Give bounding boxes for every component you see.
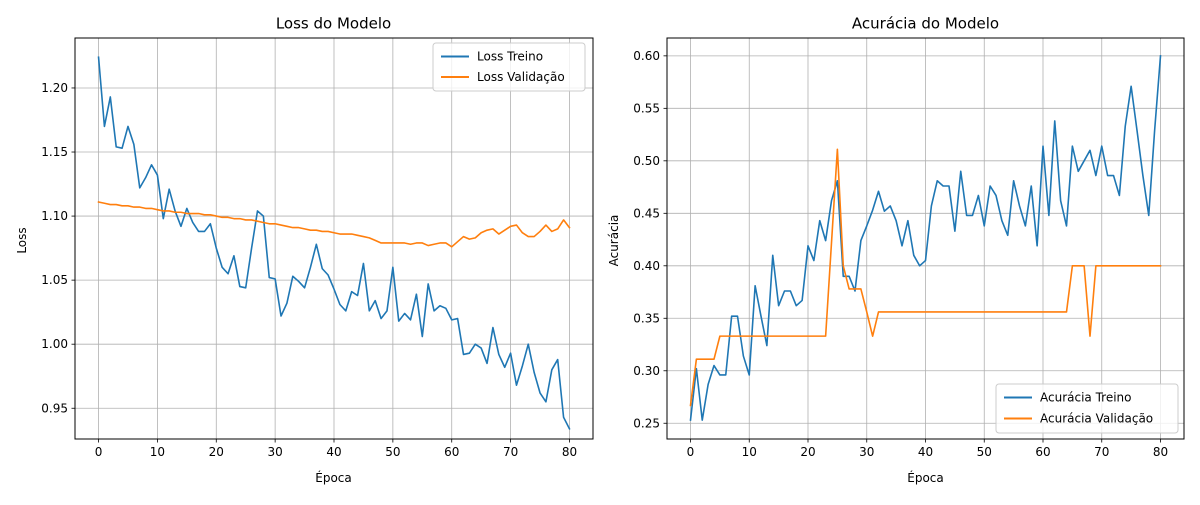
- loss-xtick-label-10: 10: [150, 445, 165, 459]
- accuracy-legend-label-train: Acurácia Treino: [1040, 391, 1132, 405]
- loss-chart: Loss do Modelo Época Loss 0 10 20 30 40 50 60 7…: [15, 15, 594, 485]
- loss-chart-xticks: 0 10 20 30 40 50 60 70 80: [95, 439, 577, 459]
- loss-xtick-label-30: 30: [267, 445, 282, 459]
- loss-chart-xlabel: Época: [315, 470, 352, 485]
- accuracy-legend-box: [995, 383, 1179, 434]
- accuracy-ytick-label-0.40: 0.40: [633, 259, 660, 273]
- accuracy-xtick-label-40: 40: [918, 445, 933, 459]
- loss-legend-box: [432, 42, 586, 92]
- loss-ytick-label-1.20: 1.20: [41, 81, 68, 95]
- accuracy-ytick-label-0.35: 0.35: [633, 311, 660, 325]
- loss-chart-ylabel: Loss: [15, 227, 29, 253]
- accuracy-xtick-label-80: 80: [1153, 445, 1168, 459]
- accuracy-xtick-label-0: 0: [687, 445, 695, 459]
- loss-series-line-train: [97, 56, 571, 430]
- accuracy-chart: Acurácia do Modelo Época Acurácia 0 10 20 3…: [607, 15, 1185, 485]
- accuracy-chart-series: [689, 54, 1162, 421]
- loss-xtick-label-80: 80: [562, 445, 577, 459]
- loss-legend-label-train: Loss Treino: [477, 50, 543, 64]
- accuracy-ytick-label-0.60: 0.60: [633, 49, 660, 63]
- accuracy-xtick-label-60: 60: [1035, 445, 1050, 459]
- loss-ytick-label-0.95: 0.95: [41, 401, 68, 415]
- accuracy-ytick-label-0.45: 0.45: [633, 206, 660, 220]
- accuracy-series-line-val: [689, 148, 1162, 407]
- loss-xtick-label-60: 60: [444, 445, 459, 459]
- loss-legend-label-val: Loss Validação: [477, 70, 565, 84]
- accuracy-xtick-label-10: 10: [742, 445, 757, 459]
- loss-xtick-label-20: 20: [209, 445, 224, 459]
- accuracy-ytick-label-0.50: 0.50: [633, 154, 660, 168]
- accuracy-chart-xticks: 0 10 20 30 40 50 60 70 80: [687, 439, 1168, 459]
- loss-ytick-label-1.05: 1.05: [41, 273, 68, 287]
- loss-chart-yticks: 0.95 1.00 1.05 1.10 1.15 1.20: [41, 81, 75, 415]
- loss-ytick-label-1.00: 1.00: [41, 337, 68, 351]
- accuracy-chart-title: Acurácia do Modelo: [852, 15, 999, 33]
- loss-chart-series: [97, 56, 571, 430]
- accuracy-chart-ylabel: Acurácia: [607, 215, 621, 267]
- accuracy-chart-yticks: 0.25 0.30 0.35 0.40 0.45 0.50 0.55 0.60: [633, 49, 667, 430]
- loss-chart-title: Loss do Modelo: [276, 15, 391, 33]
- accuracy-ytick-label-0.30: 0.30: [633, 364, 660, 378]
- loss-xtick-label-40: 40: [326, 445, 341, 459]
- accuracy-ytick-label-0.25: 0.25: [633, 416, 660, 430]
- loss-xtick-label-0: 0: [95, 445, 103, 459]
- loss-ytick-label-1.15: 1.15: [41, 145, 68, 159]
- accuracy-xtick-label-50: 50: [977, 445, 992, 459]
- accuracy-xtick-label-70: 70: [1094, 445, 1109, 459]
- accuracy-xtick-label-30: 30: [859, 445, 874, 459]
- accuracy-ytick-label-0.55: 0.55: [633, 101, 660, 115]
- accuracy-chart-xlabel: Época: [907, 470, 944, 485]
- loss-xtick-label-70: 70: [503, 445, 518, 459]
- accuracy-chart-legend: Acurácia Treino Acurácia Validação: [995, 383, 1179, 434]
- loss-series-line-val: [97, 201, 571, 248]
- accuracy-series-line-train: [689, 54, 1162, 421]
- accuracy-xtick-label-20: 20: [800, 445, 815, 459]
- loss-chart-legend: Loss Treino Loss Validação: [432, 42, 586, 92]
- loss-ytick-label-1.10: 1.10: [41, 209, 68, 223]
- loss-xtick-label-50: 50: [385, 445, 400, 459]
- accuracy-legend-label-val: Acurácia Validação: [1040, 412, 1153, 426]
